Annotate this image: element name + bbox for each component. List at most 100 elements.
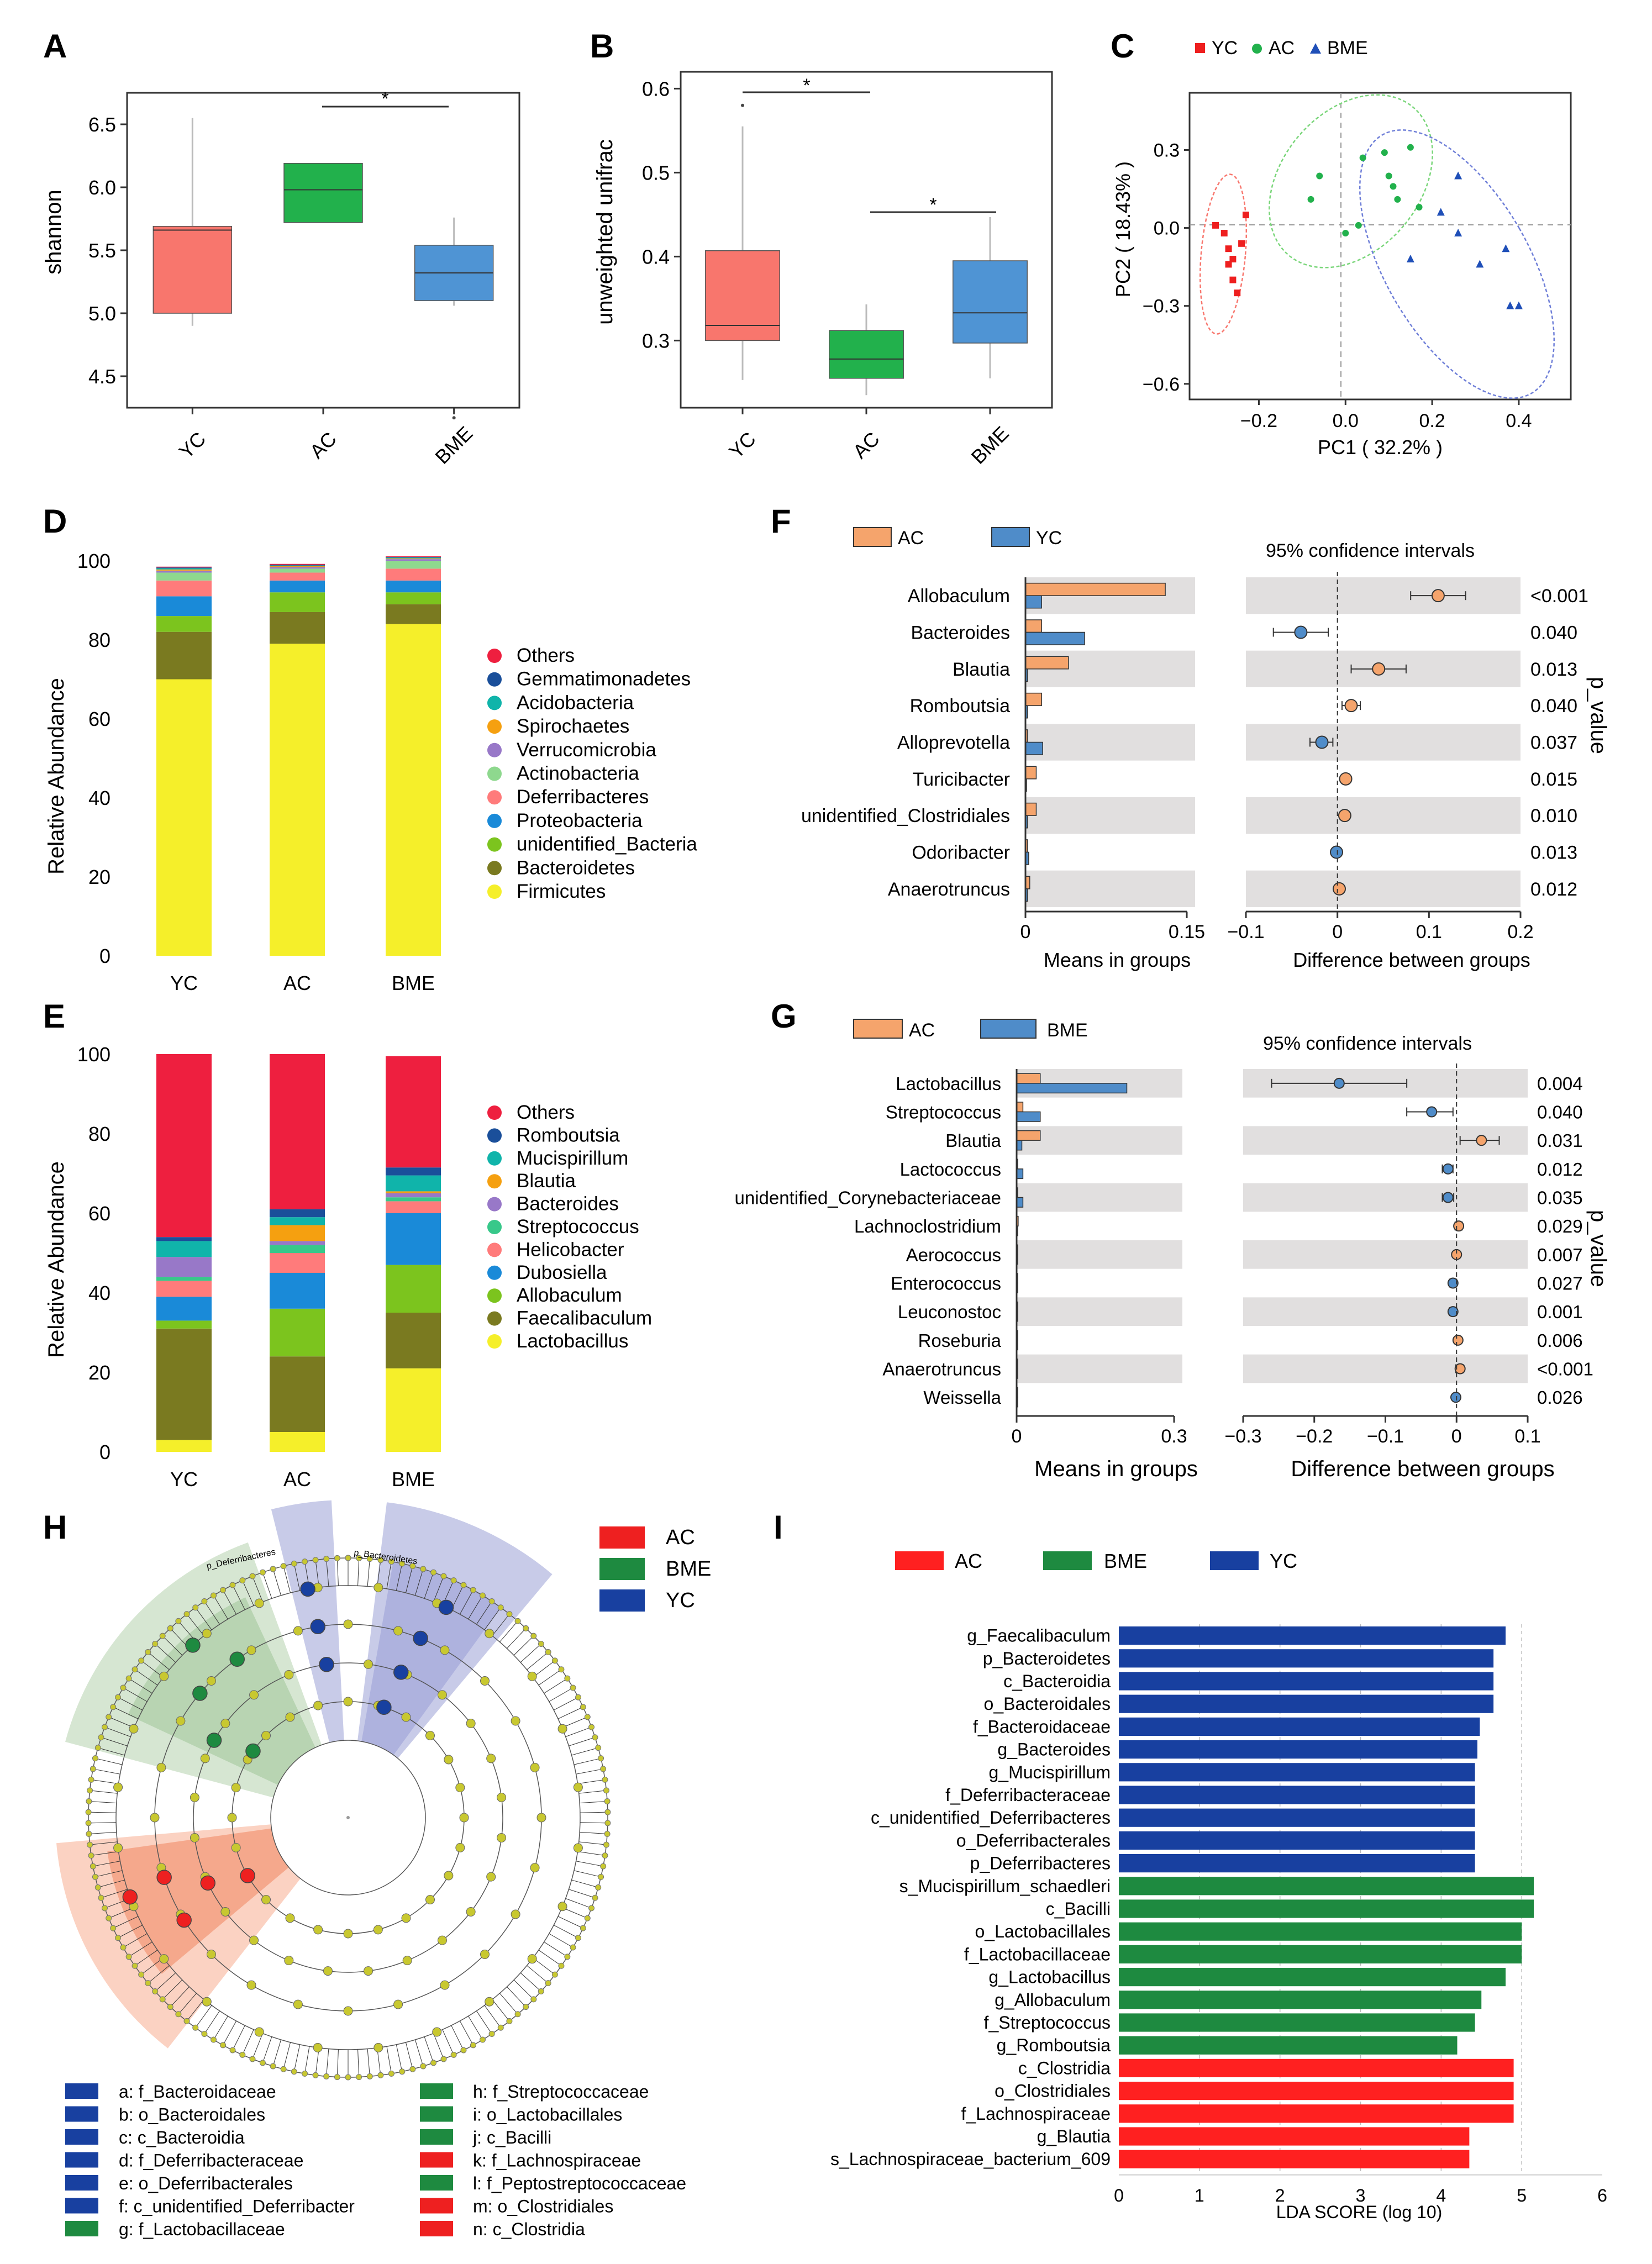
y-tick-label: −0.6 [1143,374,1180,395]
legend-dot-bacteroidetes [487,861,502,876]
key-swatch [420,2106,453,2122]
clade-node [425,1731,435,1741]
leaf-branch [553,1925,578,1939]
x-tick-label: 4 [1436,2186,1446,2205]
legend-label-streptococcus: Streptococcus [517,1216,639,1238]
diff-point [1431,589,1445,603]
mean-bar-yc [1025,741,1043,755]
clade-node [254,2027,264,2037]
biomarker-node [376,1699,392,1715]
biomarker-node [319,1656,334,1672]
leaf-branch [377,1560,381,1588]
y-tick-label: 6.5 [88,113,116,136]
leaf-branch [520,1972,541,1992]
x-tick-label: −0.3 [1224,1426,1261,1447]
leaf-node [249,1573,256,1579]
clade-node [459,1813,469,1823]
clade-node [190,1833,199,1843]
leaf-node [460,1582,467,1588]
key-swatch [420,2221,453,2236]
legend-dot-acidobacteria [487,696,502,710]
y-tick-label: 0 [99,1441,111,1463]
stack-segment-dubosiella [386,1213,441,1265]
legend-swatch-i-bme [1043,1551,1092,1570]
y-tick-label: −0.3 [1143,296,1180,317]
y-tick-label: 0.6 [642,77,670,100]
leaf-node [356,2074,362,2081]
row-band [1243,1297,1528,1326]
clade-node [466,1907,476,1916]
mean-bar-ac [1016,1130,1041,1141]
stack-segment-spirochaetes [270,566,325,567]
p-value: 0.015 [1530,769,1577,790]
feature-label: p_Deferribacteres [970,1854,1111,1873]
leaf-branch [336,1558,339,1586]
stack-segment-verrucomicrobia [386,559,441,561]
leaf-branch [178,1993,197,2015]
leaf-branch [468,1595,483,1620]
stack-segment-spirochaetes [156,569,212,571]
leaf-node [86,1831,92,1837]
leaf-node [88,1852,94,1859]
y-tick-label: 0.3 [642,329,670,352]
clade-ring [270,1740,426,1896]
legend-label-bme: BME [1327,38,1368,59]
lda-bar-yc [1119,1808,1475,1827]
row-band [1243,1183,1528,1212]
leaf-branch [580,1831,608,1835]
leaf-node [479,2036,486,2043]
leaf-node [497,1604,504,1611]
point-yc [1229,276,1237,283]
feature-label: c_Bacteroidia [1003,1671,1111,1691]
feature-label: Blautia [953,659,1010,680]
key-swatch [420,2198,453,2214]
leaf-node [440,2056,447,2062]
row-band [1243,1240,1528,1269]
leaf-branch [252,2033,263,2060]
leaf-node [575,1694,582,1700]
clade-node [455,1842,465,1852]
p-value: 0.010 [1530,805,1577,826]
leaf-node [145,1980,151,1987]
row-band [1025,797,1195,834]
feature-label: c_unidentified_Deferribacteres [871,1808,1111,1828]
leaf-node [120,1684,127,1691]
stack-segment-helicobacter [156,1281,212,1297]
leaf-branch [578,1790,607,1794]
stack-segment-allobaculum [386,1265,441,1313]
mean-bar-ac [1025,619,1042,633]
x-tick-label: 0.1 [1514,1426,1540,1447]
diff-point [1344,699,1358,713]
leaf-node [450,2051,457,2058]
leaf-node [603,1841,609,1848]
leaf-branch [357,1558,360,1586]
leaf-node [420,1566,427,1572]
leaf-node [239,1577,246,1584]
legend-label-lactobacillus: Lactobacillus [517,1330,628,1352]
leaf-node [259,1569,266,1576]
leaf-branch [162,1979,183,2000]
leaf-node [167,1625,173,1631]
leaf-branch [101,1737,128,1746]
leaf-node [506,1611,513,1618]
row-band [1017,1240,1182,1269]
row-band [1246,724,1521,761]
leaf-branch [386,2046,392,2074]
feature-label: s_Mucispirillum_schaedleri [899,1876,1111,1896]
clade-node [536,1813,546,1823]
feature-label: c_Bacilli [1046,1899,1111,1919]
leaf-node [167,2004,173,2010]
leaf-branch [93,1861,120,1867]
leaf-node [470,2042,476,2049]
leaf-branch [367,1559,370,1587]
lda-bar-yc [1119,1672,1494,1691]
mean-bar-bme [1016,1168,1024,1180]
leaf-branch [113,1916,139,1929]
leaf-node [399,1560,406,1567]
row-band [1243,1354,1528,1383]
clade-node [485,1629,494,1639]
stack-segment-bacteroides [386,1193,441,1198]
point-yc [1238,240,1245,247]
